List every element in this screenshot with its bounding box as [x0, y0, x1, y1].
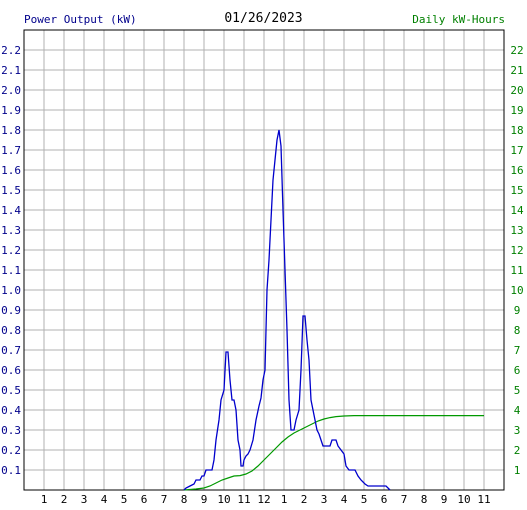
y-tick-label-right: 21: [510, 64, 523, 77]
y-tick-label-left: 1.1: [1, 264, 21, 277]
y-tick-label-right: 22: [510, 44, 523, 57]
x-tick-label: 5: [121, 493, 128, 506]
y-tick-label-right: 17: [510, 144, 523, 157]
x-tick-label: 6: [381, 493, 388, 506]
x-tick-label: 10: [457, 493, 470, 506]
x-tick-label: 5: [361, 493, 368, 506]
y-tick-label-left: 0.5: [1, 384, 21, 397]
power-series-line: [183, 129, 391, 491]
y-tick-label-left: 1.3: [1, 224, 21, 237]
y-tick-label-left: 1.0: [1, 284, 21, 297]
y-tick-label-left: 0.8: [1, 324, 21, 337]
x-tick-label: 12: [257, 493, 270, 506]
right-axis-label: Daily kW-Hours: [412, 13, 505, 26]
x-tick-label: 2: [61, 493, 68, 506]
energy-series-line: [183, 415, 484, 491]
y-tick-label-right: 14: [510, 204, 524, 217]
x-tick-label: 2: [301, 493, 308, 506]
y-tick-label-left: 1.9: [1, 104, 21, 117]
x-tick-label: 4: [101, 493, 108, 506]
x-tick-label: 8: [421, 493, 428, 506]
plot-frame: [23, 29, 505, 491]
y-tick-label-right: 13: [510, 224, 523, 237]
x-tick-label: 9: [201, 493, 208, 506]
y-tick-label-left: 1.7: [1, 144, 21, 157]
y-tick-label-right: 5: [514, 384, 521, 397]
y-tick-label-left: 1.5: [1, 184, 21, 197]
x-tick-label: 1: [41, 493, 48, 506]
y-tick-label-right: 19: [510, 104, 523, 117]
x-tick-label: 11: [237, 493, 250, 506]
y-tick-label-left: 0.7: [1, 344, 21, 357]
x-tick-label: 4: [341, 493, 348, 506]
x-tick-label: 10: [217, 493, 230, 506]
y-tick-label-left: 1.4: [1, 204, 21, 217]
y-tick-label-right: 9: [514, 304, 521, 317]
y-tick-label-left: 1.6: [1, 164, 21, 177]
y-tick-label-right: 10: [510, 284, 523, 297]
y-tick-label-right: 15: [510, 184, 523, 197]
x-tick-label: 1: [281, 493, 288, 506]
y-tick-label-right: 1: [514, 464, 521, 477]
y-tick-label-right: 3: [514, 424, 521, 437]
x-tick-label: 3: [321, 493, 328, 506]
y-tick-label-left: 1.8: [1, 124, 21, 137]
y-tick-label-left: 0.1: [1, 464, 21, 477]
y-tick-label-left: 0.4: [1, 404, 21, 417]
y-tick-label-left: 0.2: [1, 444, 21, 457]
y-tick-label-left: 1.2: [1, 244, 21, 257]
x-tick-label: 9: [441, 493, 448, 506]
x-tick-label: 7: [401, 493, 408, 506]
x-tick-label: 6: [141, 493, 148, 506]
chart-title: 01/26/2023: [224, 11, 303, 26]
y-tick-label-right: 16: [510, 164, 523, 177]
y-tick-label-left: 0.3: [1, 424, 21, 437]
y-tick-label-right: 4: [514, 404, 521, 417]
x-tick-label: 11: [477, 493, 490, 506]
y-tick-label-right: 12: [510, 244, 523, 257]
x-tick-label: 7: [161, 493, 168, 506]
y-tick-label-right: 11: [510, 264, 523, 277]
y-tick-label-right: 18: [510, 124, 523, 137]
y-tick-label-right: 2: [514, 444, 521, 457]
y-tick-label-right: 7: [514, 344, 521, 357]
y-tick-label-right: 20: [510, 84, 523, 97]
x-tick-label: 3: [81, 493, 88, 506]
y-tick-label-right: 6: [514, 364, 521, 377]
y-tick-label-left: 2.0: [1, 84, 21, 97]
y-tick-label-left: 2.2: [1, 44, 21, 57]
y-tick-label-left: 0.9: [1, 304, 21, 317]
y-tick-label-right: 8: [514, 324, 521, 337]
y-tick-label-left: 0.6: [1, 364, 21, 377]
x-tick-label: 8: [181, 493, 188, 506]
y-tick-label-left: 2.1: [1, 64, 21, 77]
left-axis-label: Power Output (kW): [24, 13, 137, 26]
